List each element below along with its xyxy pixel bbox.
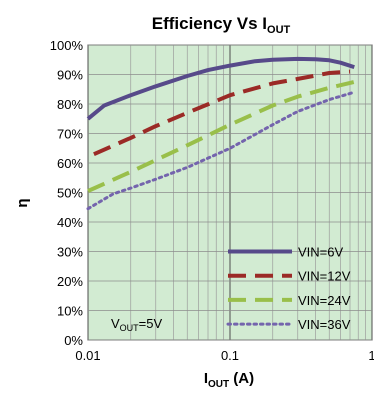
y-tick-label: 50% [57,186,83,201]
y-tick-label: 80% [57,97,83,112]
x-tick-label: 0.1 [221,348,239,363]
x-tick-labels: 0.01 0.1 1 [75,348,374,363]
y-tick-label: 10% [57,304,83,319]
x-tick-label: 1 [368,348,374,363]
y-tick-label: 0% [64,333,83,348]
series-line [86,56,355,121]
legend-label: VIN=12V [298,269,351,284]
legend: VIN=6V VIN=12V VIN=24V VIN=36V [226,245,351,332]
series-layer [86,56,356,211]
legend-label: VIN=6V [298,245,343,260]
y-tick-label: 30% [57,245,83,260]
chart-title: Efficiency Vs IOUT [152,14,291,36]
series-line [93,69,351,157]
y-tick-label: 70% [57,127,83,142]
y-tick-label: 60% [57,156,83,171]
y-tick-labels: 0% 10% 20% 30% 40% 50% 60% 70% 80% 90% 100% [50,38,84,348]
legend-label: VIN=24V [298,293,351,308]
y-tick-label: 40% [57,215,83,230]
series-line [87,79,355,193]
y-tick-label: 20% [57,274,83,289]
x-axis-label: IOUT (A) [204,370,254,390]
vout-annotation: VOUT=5V [111,316,162,333]
x-tick-label: 0.01 [75,348,100,363]
y-tick-label: 100% [50,38,84,53]
legend-label: VIN=36V [298,317,351,332]
y-tick-label: 90% [57,68,83,83]
series-line [86,90,356,211]
y-axis-label: η [14,198,31,207]
